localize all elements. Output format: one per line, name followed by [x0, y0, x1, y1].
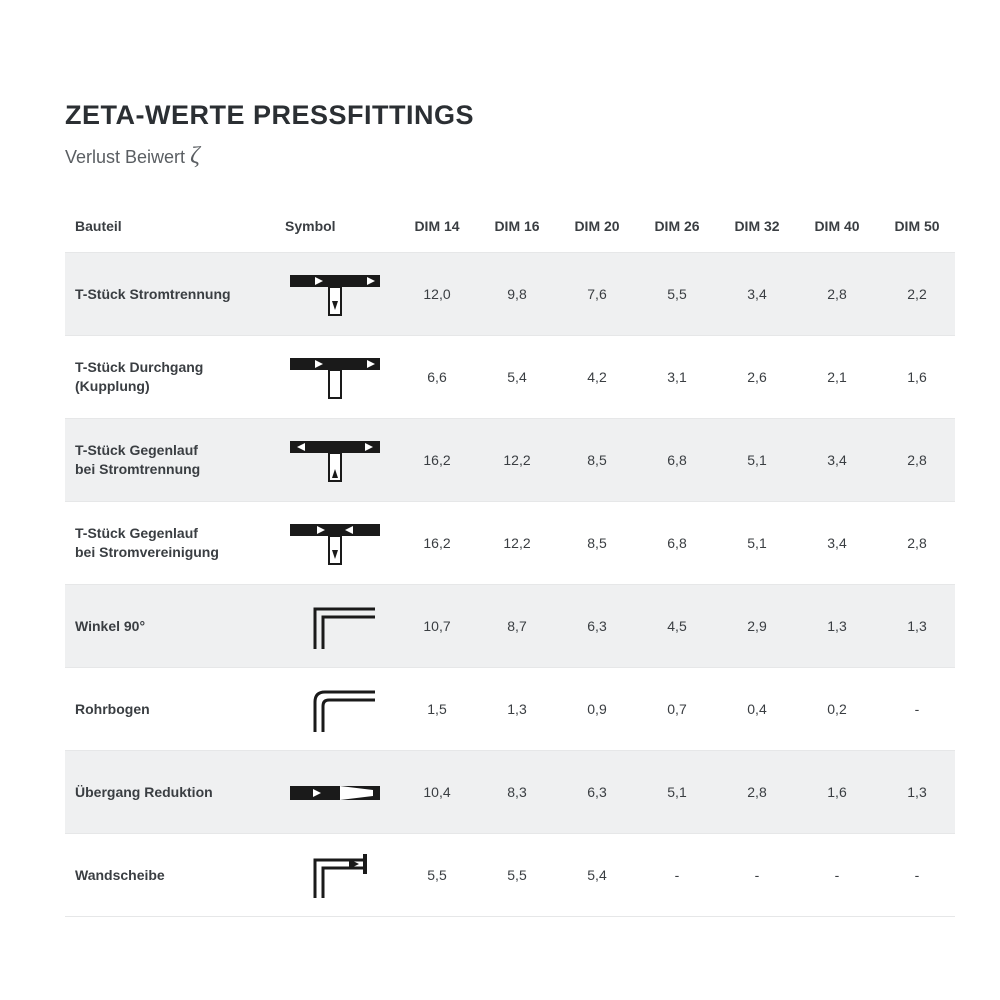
value-cell: 10,4: [395, 751, 475, 834]
value-cell: 1,3: [475, 668, 555, 751]
zeta-symbol: ζ: [190, 143, 200, 169]
th-bauteil: Bauteil: [65, 200, 275, 253]
table-row: Winkel 90°10,78,76,34,52,91,31,3: [65, 585, 955, 668]
value-cell: 8,5: [555, 502, 635, 585]
value-cell: 2,8: [715, 751, 795, 834]
zeta-table: Bauteil Symbol DIM 14 DIM 16 DIM 20 DIM …: [65, 200, 955, 917]
value-cell: 9,8: [475, 253, 555, 336]
value-cell: -: [715, 834, 795, 917]
winkel-90-icon: [275, 585, 395, 668]
value-cell: 8,7: [475, 585, 555, 668]
row-label: T-Stück Durchgang (Kupplung): [65, 336, 275, 419]
value-cell: 0,7: [635, 668, 715, 751]
value-cell: 1,3: [875, 585, 955, 668]
value-cell: 6,8: [635, 419, 715, 502]
table-header: Bauteil Symbol DIM 14 DIM 16 DIM 20 DIM …: [65, 200, 955, 253]
t-durchgang-icon: [275, 336, 395, 419]
row-label: T-Stück Gegenlaufbei Stromvereinigung: [65, 502, 275, 585]
th-dim: DIM 14: [395, 200, 475, 253]
page-title: ZETA-WERTE PRESSFITTINGS: [65, 100, 950, 131]
th-dim: DIM 40: [795, 200, 875, 253]
value-cell: 12,0: [395, 253, 475, 336]
table-row: T-Stück Durchgang (Kupplung) 6,65,44,23,1…: [65, 336, 955, 419]
value-cell: 3,4: [795, 419, 875, 502]
value-cell: -: [795, 834, 875, 917]
th-symbol: Symbol: [275, 200, 395, 253]
value-cell: 1,6: [795, 751, 875, 834]
value-cell: 5,1: [715, 502, 795, 585]
row-label: Wandscheibe: [65, 834, 275, 917]
row-label: Rohrbogen: [65, 668, 275, 751]
value-cell: 2,8: [795, 253, 875, 336]
value-cell: 3,1: [635, 336, 715, 419]
value-cell: 12,2: [475, 419, 555, 502]
th-dim: DIM 16: [475, 200, 555, 253]
row-label: Übergang Reduktion: [65, 751, 275, 834]
wandscheibe-icon: [275, 834, 395, 917]
value-cell: 1,3: [795, 585, 875, 668]
row-label: T-Stück Stromtrennung: [65, 253, 275, 336]
value-cell: 0,9: [555, 668, 635, 751]
value-cell: 2,8: [875, 419, 955, 502]
t-gegenlauf-vereinigung-icon: [275, 502, 395, 585]
subtitle-prefix: Verlust Beiwert: [65, 147, 190, 167]
value-cell: 4,5: [635, 585, 715, 668]
value-cell: 5,1: [635, 751, 715, 834]
table-row: T-Stück Gegenlaufbei Stromtrennung 16,212…: [65, 419, 955, 502]
value-cell: 3,4: [795, 502, 875, 585]
rohrbogen-icon: [275, 668, 395, 751]
th-dim: DIM 50: [875, 200, 955, 253]
table-row: T-Stück Gegenlaufbei Stromvereinigung 16,…: [65, 502, 955, 585]
value-cell: 5,5: [475, 834, 555, 917]
value-cell: 12,2: [475, 502, 555, 585]
value-cell: 8,3: [475, 751, 555, 834]
value-cell: 6,6: [395, 336, 475, 419]
t-stromtrennung-icon: [275, 253, 395, 336]
table-row: Rohrbogen 1,51,30,90,70,40,2-: [65, 668, 955, 751]
reduktion-icon: [275, 751, 395, 834]
value-cell: 2,1: [795, 336, 875, 419]
value-cell: 1,6: [875, 336, 955, 419]
value-cell: 5,5: [635, 253, 715, 336]
value-cell: -: [875, 834, 955, 917]
value-cell: 6,8: [635, 502, 715, 585]
value-cell: 1,3: [875, 751, 955, 834]
value-cell: 5,4: [475, 336, 555, 419]
value-cell: 2,6: [715, 336, 795, 419]
value-cell: 6,3: [555, 585, 635, 668]
value-cell: 7,6: [555, 253, 635, 336]
th-dim: DIM 32: [715, 200, 795, 253]
value-cell: 3,4: [715, 253, 795, 336]
value-cell: 1,5: [395, 668, 475, 751]
value-cell: 8,5: [555, 419, 635, 502]
value-cell: 16,2: [395, 502, 475, 585]
page: ZETA-WERTE PRESSFITTINGS Verlust Beiwert…: [0, 0, 1000, 917]
row-label: Winkel 90°: [65, 585, 275, 668]
page-subtitle: Verlust Beiwert ζ: [65, 143, 950, 170]
value-cell: -: [635, 834, 715, 917]
value-cell: 4,2: [555, 336, 635, 419]
th-dim: DIM 20: [555, 200, 635, 253]
table-body: T-Stück Stromtrennung12,09,87,65,53,42,8…: [65, 253, 955, 917]
value-cell: 2,2: [875, 253, 955, 336]
th-dim: DIM 26: [635, 200, 715, 253]
value-cell: 0,4: [715, 668, 795, 751]
value-cell: 2,9: [715, 585, 795, 668]
value-cell: -: [875, 668, 955, 751]
value-cell: 10,7: [395, 585, 475, 668]
t-gegenlauf-trennung-icon: [275, 419, 395, 502]
row-label: T-Stück Gegenlaufbei Stromtrennung: [65, 419, 275, 502]
value-cell: 5,4: [555, 834, 635, 917]
value-cell: 5,5: [395, 834, 475, 917]
table-row: T-Stück Stromtrennung 12,09,87,65,53,42,8…: [65, 253, 955, 336]
value-cell: 0,2: [795, 668, 875, 751]
table-row: Übergang Reduktion 10,48,36,35,12,81,61,3: [65, 751, 955, 834]
value-cell: 6,3: [555, 751, 635, 834]
value-cell: 16,2: [395, 419, 475, 502]
table-row: Wandscheibe5,55,55,4----: [65, 834, 955, 917]
value-cell: 5,1: [715, 419, 795, 502]
value-cell: 2,8: [875, 502, 955, 585]
